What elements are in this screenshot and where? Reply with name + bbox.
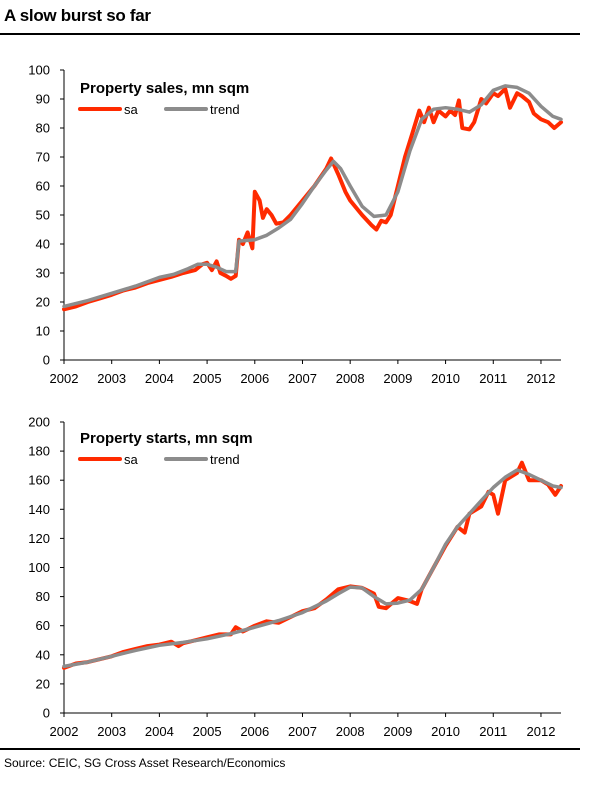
y-tick-label: 80 bbox=[36, 121, 50, 136]
y-tick-label: 140 bbox=[28, 502, 50, 517]
x-tick-label: 2006 bbox=[240, 371, 269, 386]
x-tick-label: 2005 bbox=[193, 724, 222, 739]
y-tick-label: 50 bbox=[36, 208, 50, 223]
x-tick-label: 2010 bbox=[431, 724, 460, 739]
x-tick-label: 2002 bbox=[50, 371, 79, 386]
x-tick-label: 2007 bbox=[288, 371, 317, 386]
series-line-sa bbox=[62, 86, 563, 312]
series-line-trend bbox=[62, 84, 563, 309]
legend-label-trend: trend bbox=[210, 452, 240, 467]
y-tick-label: 40 bbox=[36, 647, 50, 662]
x-tick-label: 2011 bbox=[479, 724, 507, 739]
y-tick-label: 20 bbox=[36, 295, 50, 310]
x-tick-label: 2012 bbox=[527, 724, 556, 739]
figure-title: A slow burst so far bbox=[4, 6, 151, 25]
y-tick-label: 0 bbox=[43, 706, 50, 721]
x-tick-label: 2011 bbox=[479, 371, 507, 386]
legend-label-sa: sa bbox=[124, 102, 139, 117]
x-tick-label: 2003 bbox=[97, 724, 126, 739]
x-tick-label: 2010 bbox=[431, 371, 460, 386]
legend-label-trend: trend bbox=[210, 102, 240, 117]
chart-title: Property starts, mn sqm bbox=[80, 430, 253, 447]
property-sales-chart: 0 10 20 30 40 50 60 70 80 90 100 2002 2003 2004 2005 20… bbox=[28, 63, 563, 386]
y-tick-label: 20 bbox=[36, 676, 50, 691]
x-tick-label: 2009 bbox=[383, 724, 412, 739]
y-tick-label: 100 bbox=[28, 63, 50, 78]
series-line-trend bbox=[62, 468, 563, 669]
y-tick-label: 30 bbox=[36, 266, 50, 281]
source-note: Source: CEIC, SG Cross Asset Research/Ec… bbox=[4, 756, 286, 770]
y-tick-label: 10 bbox=[36, 324, 50, 339]
x-tick-label: 2004 bbox=[145, 724, 174, 739]
x-tick-label: 2007 bbox=[288, 724, 317, 739]
x-tick-label: 2008 bbox=[336, 371, 365, 386]
property-starts-chart: 0 20 40 60 80 100 120 140 160 180 200 2002 2003 2004 2… bbox=[28, 415, 563, 739]
y-tick-label: 60 bbox=[36, 179, 50, 194]
x-tick-label: 2004 bbox=[145, 371, 174, 386]
y-tick-label: 0 bbox=[43, 353, 50, 368]
x-tick-label: 2012 bbox=[527, 371, 556, 386]
y-tick-label: 100 bbox=[28, 560, 50, 575]
bottom-rule bbox=[0, 748, 580, 750]
x-tick-label: 2006 bbox=[240, 724, 269, 739]
y-tick-label: 70 bbox=[36, 150, 50, 165]
x-tick-label: 2002 bbox=[50, 724, 79, 739]
chart-title: Property sales, mn sqm bbox=[80, 80, 249, 97]
x-tick-label: 2008 bbox=[336, 724, 365, 739]
x-tick-label: 2009 bbox=[383, 371, 412, 386]
x-tick-label: 2003 bbox=[97, 371, 126, 386]
y-tick-label: 80 bbox=[36, 589, 50, 604]
x-tick-label: 2005 bbox=[193, 371, 222, 386]
y-tick-label: 160 bbox=[28, 473, 50, 488]
legend-label-sa: sa bbox=[124, 452, 139, 467]
y-tick-label: 180 bbox=[28, 444, 50, 459]
top-rule bbox=[0, 33, 580, 35]
y-tick-label: 120 bbox=[28, 531, 50, 546]
y-tick-label: 60 bbox=[36, 618, 50, 633]
y-tick-label: 200 bbox=[28, 415, 50, 430]
y-tick-label: 90 bbox=[36, 92, 50, 107]
y-tick-label: 40 bbox=[36, 237, 50, 252]
